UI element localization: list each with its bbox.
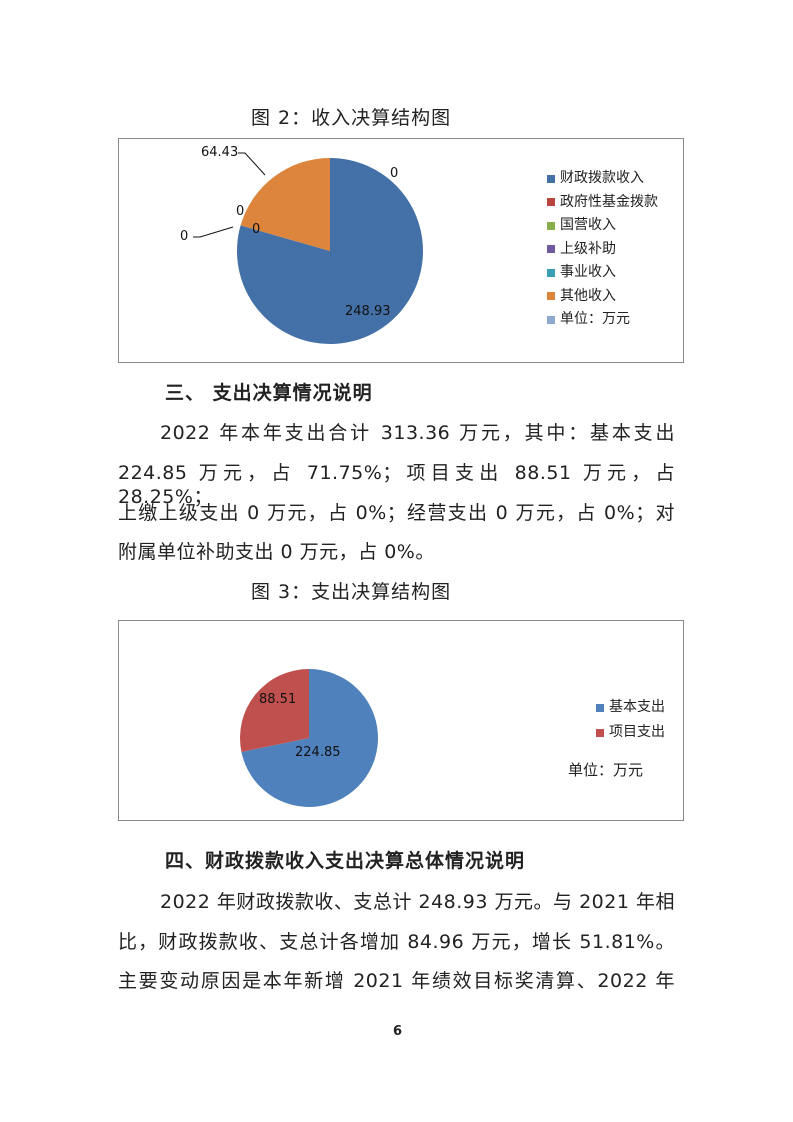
legend-label: 基本支出 <box>609 699 665 715</box>
income-pie <box>236 158 423 344</box>
legend-item: 财政拨款收入 <box>547 170 644 187</box>
paragraph-line: 2022 年财政拨款收、支总计 248.93 万元。与 2021 年相 <box>160 891 675 913</box>
legend-label: 项目支出 <box>609 724 665 740</box>
figure3-caption: 图 3：支出决算结构图 <box>251 581 452 603</box>
income-chart-frame <box>118 138 684 363</box>
data-label-other-income: 64.43 <box>201 145 239 160</box>
legend-label: 上级补助 <box>560 240 616 257</box>
legend-swatch <box>547 221 555 230</box>
paragraph-line: 2022 年本年支出合计 313.36 万元，其中：基本支出 <box>160 422 675 444</box>
legend-swatch <box>547 174 555 183</box>
paragraph-line: 比，财政拨款收、支总计各增加 84.96 万元，增长 51.81%。 <box>118 931 675 953</box>
legend-swatch <box>547 245 555 253</box>
legend-label: 事业收入 <box>560 264 616 280</box>
legend-swatch <box>547 315 555 324</box>
legend-item: 政府性基金拨款 <box>547 194 658 211</box>
pie-slice-2 <box>240 669 309 752</box>
paragraph-line: 224.85 万元，占 71.75%；项目支出 88.51 万元，占 28.25… <box>118 462 675 508</box>
legend-swatch <box>596 728 604 737</box>
legend-item: 上级补助 <box>547 241 616 258</box>
legend-label: 政府性基金拨款 <box>560 193 658 210</box>
data-label-project: 88.51 <box>259 692 297 707</box>
legend-item: 事业收入 <box>547 264 616 281</box>
data-label-basic: 224.85 <box>295 745 341 760</box>
legend-item: 项目支出 <box>596 724 665 741</box>
legend-label: 其他收入 <box>560 287 616 304</box>
data-label-zero: 0 <box>180 229 189 244</box>
leader-line-zero <box>193 226 234 238</box>
data-label-fiscal: 248.93 <box>345 304 391 319</box>
legend-label: 单位：万元 <box>560 311 630 327</box>
paragraph-line: 上缴上级支出 0 万元，占 0%；经营支出 0 万元，占 0%；对 <box>118 502 675 524</box>
leader-line-other <box>238 152 266 176</box>
pie-slice-1 <box>241 669 378 807</box>
legend-swatch <box>547 292 555 300</box>
section3-heading: 三、 支出决算情况说明 <box>165 382 373 404</box>
section4-heading: 四、财政拨款收入支出决算总体情况说明 <box>165 850 526 872</box>
data-label-zero: 0 <box>390 166 399 181</box>
figure2-caption: 图 2：收入决算结构图 <box>251 107 452 129</box>
expense-chart-frame <box>118 620 684 821</box>
legend-label: 财政拨款收入 <box>560 170 644 186</box>
unit-note: 单位：万元 <box>568 761 644 779</box>
legend-item: 单位：万元 <box>547 311 630 328</box>
legend-swatch <box>596 703 604 712</box>
legend-item: 基本支出 <box>596 699 665 716</box>
paragraph-line: 主要变动原因是本年新增 2021 年绩效目标奖清算、2022 年 <box>118 970 675 992</box>
legend-swatch <box>547 268 555 277</box>
legend-label: 国营收入 <box>560 217 616 233</box>
pie-slice-6 <box>240 158 330 251</box>
data-label-zero: 0 <box>236 204 245 219</box>
data-label-zero: 0 <box>252 222 261 237</box>
legend-item: 其他收入 <box>547 288 616 305</box>
legend-item: 国营收入 <box>547 217 616 234</box>
legend-swatch <box>547 198 555 206</box>
page-number: 6 <box>393 1024 403 1039</box>
paragraph-line: 附属单位补助支出 0 万元，占 0%。 <box>118 541 435 563</box>
expense-pie <box>240 669 378 807</box>
